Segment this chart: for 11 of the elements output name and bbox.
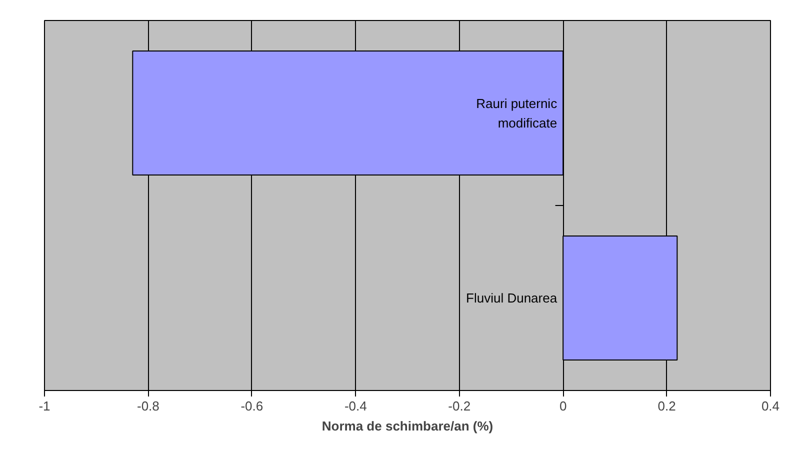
x-tick-label: 0.4 — [761, 398, 780, 414]
x-tick-label: -0.8 — [137, 398, 160, 414]
x-tick-label: 0.2 — [658, 398, 676, 414]
x-tick-label: -0.6 — [240, 398, 264, 414]
x-tick-label: -0.2 — [448, 398, 471, 414]
x-tick-label: 0 — [559, 398, 567, 414]
x-tick-label: -0.4 — [344, 398, 367, 414]
y-tick-label: Fluviul Dunarea — [466, 290, 558, 306]
x-tick-label: -1 — [38, 398, 50, 414]
x-axis-title: Norma de schimbare/an (%) — [322, 418, 494, 434]
y-tick-label: Rauri puternic modificate — [476, 96, 558, 130]
